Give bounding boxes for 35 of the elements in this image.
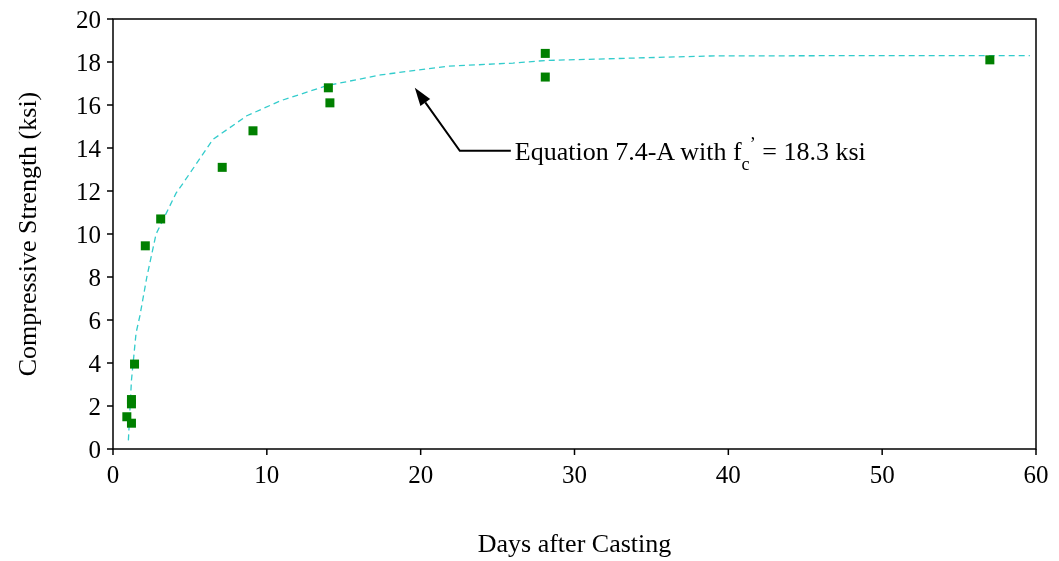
point: [130, 359, 140, 369]
point: [140, 241, 150, 251]
y-tick-label: 6: [88, 306, 101, 334]
y-tick-label: 10: [76, 220, 101, 248]
x-tick-label: 40: [715, 461, 741, 488]
point: [540, 48, 550, 58]
annotation: Equation 7.4-A with f$_{c}$$^{’}$ = 18.3 ksi: [514, 133, 866, 174]
line-series: [127, 54, 1031, 442]
y-tick-label: 12: [76, 177, 101, 205]
x-tick-label: 0: [106, 461, 120, 488]
y-axis-title: Compressive Strength (ksi): [13, 91, 42, 377]
point: [126, 399, 136, 409]
point: [156, 214, 166, 224]
x-tick-label: 60: [1023, 461, 1049, 488]
y-tick-label: 4: [88, 349, 102, 377]
y-tick-label: 2: [88, 392, 101, 420]
point: [325, 98, 335, 108]
y-tick-label: 8: [88, 263, 101, 291]
x-tick-label: 20: [408, 461, 434, 488]
point: [540, 72, 550, 82]
y-tick-label: 14: [76, 134, 102, 162]
point: [985, 55, 995, 65]
point: [217, 162, 227, 172]
x-tick-label: 30: [562, 461, 587, 488]
point: [323, 83, 333, 93]
point: [122, 412, 132, 422]
point: [126, 418, 136, 428]
x-axis-title: Days after Casting: [477, 529, 672, 558]
x-tick-label: 50: [869, 461, 895, 488]
y-tick-label: 16: [76, 91, 101, 119]
x-tick-label: 10: [254, 461, 280, 488]
y-tick-label: 18: [76, 48, 101, 76]
y-tick-label: 0: [88, 435, 101, 463]
y-tick-label: 20: [76, 5, 101, 33]
point: [248, 126, 258, 136]
